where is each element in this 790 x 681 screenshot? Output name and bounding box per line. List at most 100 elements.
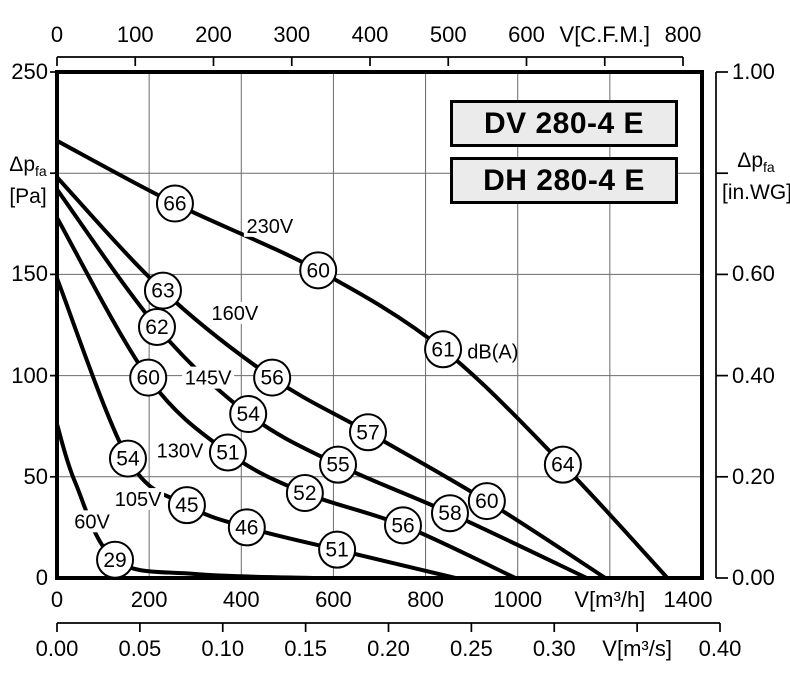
m3s-axis-tick-label: V[m³/s] xyxy=(602,636,672,661)
right-axis-tick-label: 1.00 xyxy=(732,59,775,84)
db-level-value: 62 xyxy=(145,316,168,339)
db-level-value: 54 xyxy=(116,448,140,471)
m3s-axis-tick-label: 0.05 xyxy=(118,636,162,661)
left-axis-title: Δpfa [Pa] xyxy=(4,152,52,210)
db-level-value: 51 xyxy=(216,442,239,465)
db-level-value: 64 xyxy=(551,454,575,477)
top-axis-tick-label: 100 xyxy=(116,22,154,47)
m3s-axis-tick-label: 0.15 xyxy=(284,636,328,661)
db-level-marker-51 xyxy=(208,433,247,472)
top-axis-tick-label: 0 xyxy=(50,22,64,47)
db-level-marker-60 xyxy=(129,358,168,397)
curve-105V xyxy=(55,276,458,580)
top-axis-tick-label: 600 xyxy=(508,22,545,47)
right-axis-tick-label: 0.00 xyxy=(732,565,775,590)
right-axis-tick-label: 0.60 xyxy=(732,261,775,287)
db-level-marker-52 xyxy=(285,473,324,512)
top-axis-tick-label: V[C.F.M.] xyxy=(559,22,650,47)
curve-145V xyxy=(55,187,589,580)
db-level-marker-66 xyxy=(155,184,194,223)
db-level-value: 66 xyxy=(163,193,186,216)
db-level-value: 52 xyxy=(293,482,316,505)
db-level-marker-54 xyxy=(229,395,268,434)
db-level-value: 60 xyxy=(307,259,330,282)
db-level-marker-64 xyxy=(543,445,582,484)
voltage-label-bg xyxy=(243,214,296,237)
bottom-m3h-tick-label: 1000 xyxy=(493,587,543,612)
bottom-m3h-tick-label: 0 xyxy=(50,587,64,612)
db-level-value: 60 xyxy=(475,490,498,513)
top-axis-tick-label: 300 xyxy=(273,22,311,47)
m3s-axis-tick-label: 0.20 xyxy=(367,636,410,661)
left-axis-tick-label: 50 xyxy=(23,463,48,489)
model-label-dv: DV 280-4 E xyxy=(450,100,678,147)
db-level-marker-55 xyxy=(319,445,358,484)
left-axis-tick-label: 100 xyxy=(11,362,48,388)
top-axis-tick-label: 400 xyxy=(351,22,389,47)
m3s-axis-tick-label: 0.30 xyxy=(532,636,576,661)
model-label-dh: DH 280-4 E xyxy=(450,157,678,204)
voltage-label-145V: 145V xyxy=(185,368,232,390)
bottom-m3h-tick-label: 800 xyxy=(407,587,444,612)
db-level-marker-62 xyxy=(137,308,176,347)
db-level-value: 57 xyxy=(356,421,379,444)
m3s-axis-tick-label: 0.40 xyxy=(698,636,742,661)
voltage-label-105V: 105V xyxy=(115,489,162,511)
db-level-value: 56 xyxy=(391,514,414,537)
db-level-marker-63 xyxy=(143,271,182,310)
db-level-marker-60 xyxy=(467,482,506,521)
db-level-value: 46 xyxy=(235,516,258,539)
right-axis-tick-label: 0.20 xyxy=(732,463,775,489)
db-level-marker-51 xyxy=(318,530,357,569)
db-level-value: 55 xyxy=(326,454,349,477)
db-level-marker-29 xyxy=(96,540,135,579)
bottom-m3h-tick-label: V[m³/h] xyxy=(574,587,646,612)
right-axis-title-symbol: Δpfa xyxy=(737,149,775,176)
db-level-value: 54 xyxy=(237,403,261,426)
db-level-marker-60 xyxy=(299,251,338,290)
db-level-marker-45 xyxy=(167,486,206,525)
left-axis-tick-label: 150 xyxy=(11,261,48,287)
top-axis-tick-label: 800 xyxy=(664,22,702,47)
db-level-value: 56 xyxy=(260,367,283,390)
bottom-m3h-tick-label: 1400 xyxy=(663,587,713,612)
voltage-label-bg xyxy=(208,301,261,324)
voltage-label-bg xyxy=(154,439,207,462)
db-level-value: 61 xyxy=(431,338,454,361)
right-axis-title: Δpfa [in.WG] xyxy=(722,148,790,206)
db-level-marker-58 xyxy=(430,494,469,533)
db-level-marker-54 xyxy=(108,439,147,478)
voltage-label-60V: 60V xyxy=(74,511,110,533)
db-level-value: 60 xyxy=(137,367,160,390)
voltage-label-230V: 230V xyxy=(246,216,293,238)
m3s-axis-tick-label: 0.10 xyxy=(201,636,245,661)
db-level-marker-57 xyxy=(348,413,387,452)
bottom-m3h-tick-label: 400 xyxy=(222,587,260,612)
db-level-marker-46 xyxy=(227,508,266,547)
left-axis-title-symbol: Δpfa xyxy=(9,153,47,180)
left-axis-title-unit: [Pa] xyxy=(9,185,47,209)
plot-border xyxy=(55,70,704,580)
voltage-label-bg xyxy=(71,510,113,533)
db-level-marker-61 xyxy=(424,330,463,369)
right-axis-title-unit: [in.WG] xyxy=(722,181,790,205)
voltage-label-bg xyxy=(182,366,235,389)
m3s-axis-tick-label: 0.25 xyxy=(449,636,493,661)
bottom-m3h-tick-label: 200 xyxy=(130,587,168,612)
db-level-value: 63 xyxy=(151,280,174,303)
db-level-value: 45 xyxy=(175,494,198,517)
top-axis-tick-label: 200 xyxy=(195,22,232,47)
top-axis-tick-label: 500 xyxy=(429,22,467,47)
db-level-marker-56 xyxy=(383,506,422,545)
db-level-marker-56 xyxy=(253,358,292,397)
m3s-axis-tick-label: 0.00 xyxy=(35,636,79,661)
voltage-label-160V: 160V xyxy=(211,303,258,325)
db-level-value: 51 xyxy=(325,539,348,562)
bottom-m3h-tick-label: 600 xyxy=(315,587,352,612)
left-axis-tick-label: 250 xyxy=(11,59,48,84)
voltage-label-bg xyxy=(112,488,165,511)
left-axis-tick-label: 0 xyxy=(35,565,48,590)
db-level-value: 58 xyxy=(438,502,461,525)
